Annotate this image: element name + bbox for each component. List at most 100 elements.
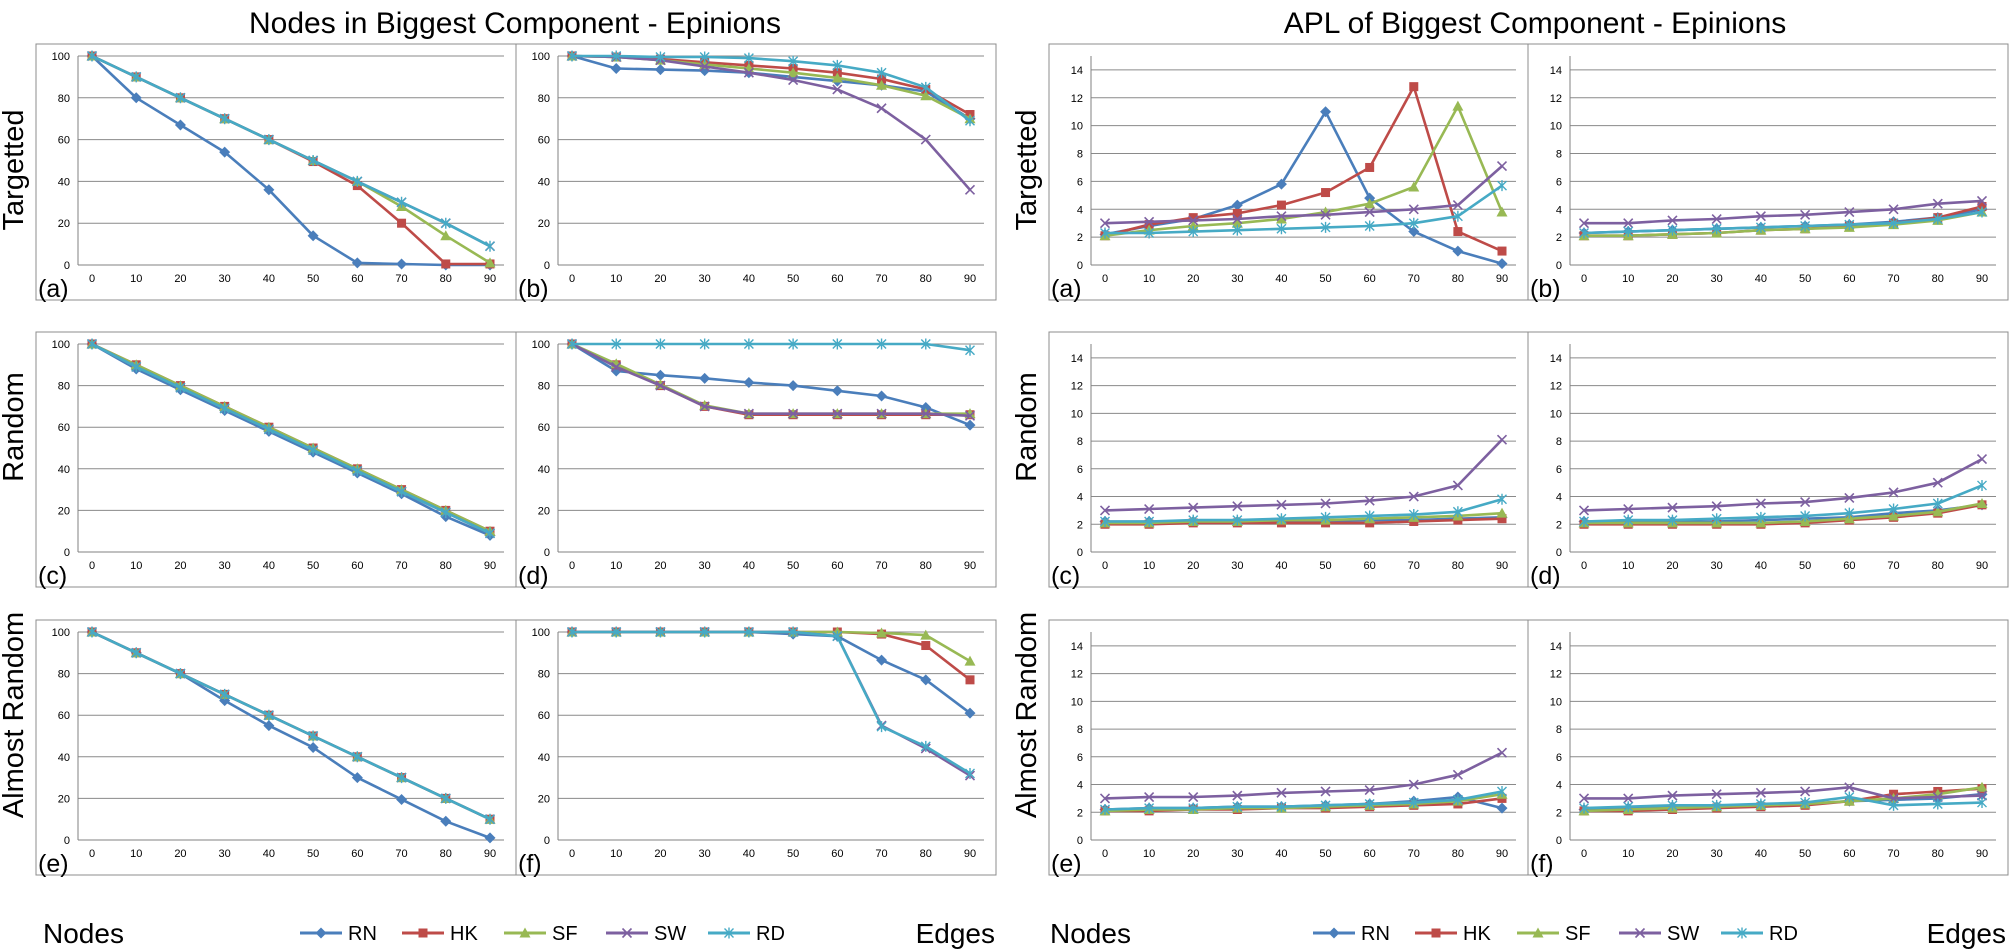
data-point-hk xyxy=(1321,188,1331,198)
series-sw xyxy=(1099,161,1508,229)
legend-item-hk: HK xyxy=(402,923,478,945)
series-sw xyxy=(1578,195,1988,229)
series-line-sf xyxy=(1104,792,1503,813)
data-point-sw xyxy=(1188,791,1199,803)
x-tick-label: 40 xyxy=(1755,560,1767,572)
series-line-sw xyxy=(571,342,971,418)
data-point-sw xyxy=(1496,161,1508,172)
y-tick-label: 8 xyxy=(1077,436,1083,448)
left-edges-label: Edges xyxy=(916,918,995,949)
data-point-sw xyxy=(1232,501,1243,512)
data-point-rd xyxy=(1144,802,1155,814)
x-tick-label: 50 xyxy=(1799,848,1811,860)
series-rd xyxy=(567,50,975,127)
y-tick-label: 100 xyxy=(52,627,70,639)
data-point-rd xyxy=(263,709,274,721)
data-point-sw xyxy=(1932,477,1943,488)
x-tick-label: 60 xyxy=(351,273,363,285)
data-point-hk xyxy=(1977,201,1987,211)
data-point-rn xyxy=(130,92,142,104)
data-point-rd xyxy=(611,50,622,62)
x-tick-label: 70 xyxy=(1408,848,1420,860)
data-point-rd xyxy=(1711,223,1722,235)
data-point-sf xyxy=(519,927,531,938)
x-tick-label: 0 xyxy=(1581,848,1587,860)
data-point-rd xyxy=(1497,785,1507,797)
data-point-hk xyxy=(1365,162,1375,172)
x-tick-label: 30 xyxy=(1231,273,1243,285)
series-line-rd xyxy=(1583,795,1983,810)
data-point-rd xyxy=(131,71,142,83)
panel-apl-b: 0 2 4 6 8 10 12 14 0 10 20 30 40 50 60 70 80 90 (b) xyxy=(1527,43,2009,303)
y-tick-label: 14 xyxy=(1071,65,1083,77)
data-point-rd xyxy=(1755,511,1766,523)
data-point-sw xyxy=(1320,786,1331,797)
series-rd xyxy=(1579,206,1987,239)
panel-label: (b) xyxy=(518,275,549,303)
data-point-sw xyxy=(1364,495,1375,506)
data-point-hk xyxy=(877,74,887,84)
data-point-sw xyxy=(1800,786,1811,797)
data-point-rd xyxy=(87,338,97,350)
data-point-rd xyxy=(1276,801,1287,813)
y-tick-label: 0 xyxy=(544,547,550,559)
x-tick-label: 0 xyxy=(89,560,95,572)
y-tick-label: 40 xyxy=(538,176,550,188)
x-tick-label: 20 xyxy=(1187,848,1199,860)
series-line-sf xyxy=(1583,786,1983,813)
y-tick-label: 60 xyxy=(538,710,550,722)
data-point-sw xyxy=(1320,498,1331,509)
x-tick-label: 40 xyxy=(263,848,275,860)
x-tick-label: 60 xyxy=(1843,273,1855,285)
panel-label: (f) xyxy=(518,850,542,878)
data-point-sf xyxy=(440,230,452,241)
data-point-rd xyxy=(1711,513,1722,525)
data-point-sw xyxy=(1144,216,1155,227)
data-point-rd xyxy=(219,113,230,125)
x-tick-label: 40 xyxy=(743,560,755,572)
x-tick-label: 90 xyxy=(1496,848,1508,860)
data-point-sw xyxy=(920,134,931,145)
data-point-rd xyxy=(699,51,710,63)
data-point-sw xyxy=(1976,454,1988,465)
data-point-sw xyxy=(699,401,710,412)
x-tick-label: 90 xyxy=(964,848,976,860)
x-tick-label: 70 xyxy=(395,560,407,572)
series-line-rd xyxy=(1104,790,1503,811)
data-point-rn xyxy=(263,720,275,732)
data-point-rn xyxy=(307,230,319,242)
data-point-sw xyxy=(1408,204,1419,215)
y-tick-label: 10 xyxy=(1071,696,1083,708)
y-tick-label: 2 xyxy=(1556,807,1562,819)
series-line-rd xyxy=(91,54,491,248)
panel-frame xyxy=(1527,43,2009,301)
data-point-sw xyxy=(1276,787,1287,798)
x-tick-label: 10 xyxy=(1143,848,1155,860)
data-point-rn xyxy=(351,772,363,784)
series-sw xyxy=(1099,747,1508,804)
x-tick-label: 0 xyxy=(89,848,95,860)
data-point-rn xyxy=(1320,106,1332,118)
y-tick-label: 4 xyxy=(1556,492,1562,504)
legend-item-sw: SW xyxy=(1619,923,1699,945)
data-point-rd xyxy=(1320,221,1331,233)
panel-nodes-c: 0 20 40 60 80 100 0 10 20 30 40 50 60 70 80 90 (c) xyxy=(35,331,517,590)
series-line-rn xyxy=(91,55,490,267)
y-tick-label: 6 xyxy=(1556,176,1562,188)
series-rd xyxy=(87,338,495,539)
left-row-label-targetted: Targetted xyxy=(0,110,30,231)
data-point-rd xyxy=(1977,797,1987,809)
x-tick-label: 60 xyxy=(1843,848,1855,860)
panel-frame xyxy=(515,619,997,876)
y-tick-label: 12 xyxy=(1071,381,1083,393)
y-tick-label: 6 xyxy=(1077,176,1083,188)
x-tick-label: 70 xyxy=(875,560,887,572)
data-point-rd xyxy=(788,338,799,350)
data-point-rd xyxy=(219,402,230,414)
data-point-rd xyxy=(485,527,495,539)
data-point-rd xyxy=(352,465,363,477)
data-point-rd xyxy=(175,668,186,680)
panel-apl-c: 0 2 4 6 8 10 12 14 0 10 20 30 40 50 60 70 80 90 (c) xyxy=(1048,331,1529,590)
y-tick-label: 8 xyxy=(1556,724,1562,736)
legend-item-rn: RN xyxy=(300,923,377,945)
